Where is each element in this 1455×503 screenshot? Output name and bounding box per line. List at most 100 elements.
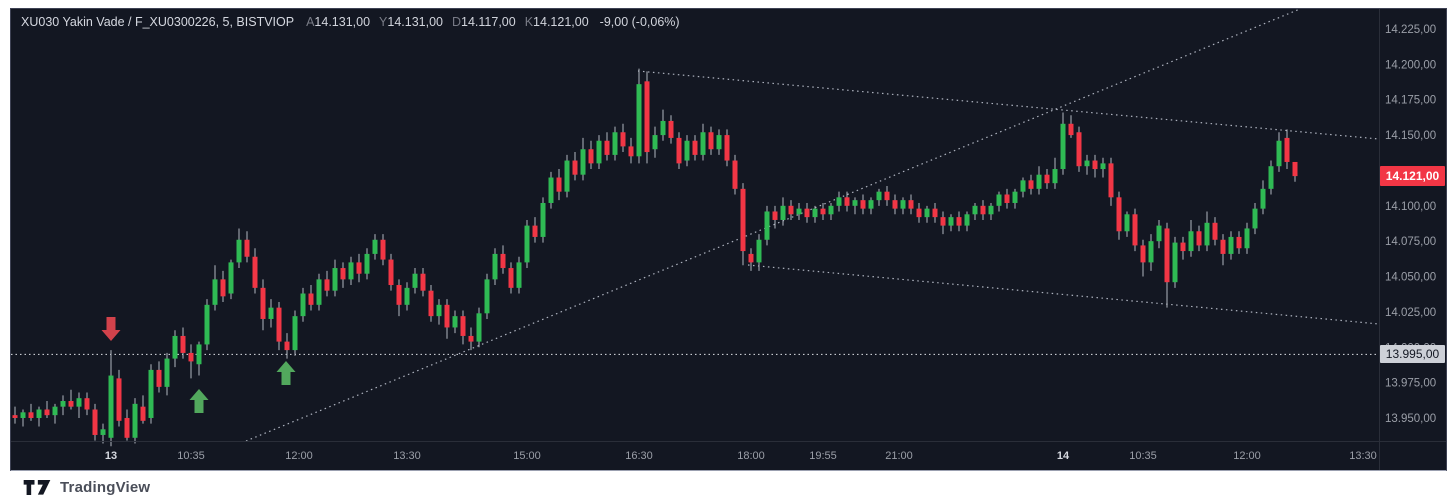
- time-axis-label[interactable]: 10:35: [1129, 450, 1157, 462]
- buy-signal-arrow[interactable]: [276, 361, 296, 385]
- candle-body[interactable]: [660, 120, 666, 136]
- candle-body[interactable]: [76, 398, 82, 407]
- candle-body[interactable]: [700, 132, 706, 155]
- candle-body[interactable]: [348, 262, 354, 280]
- candle-body[interactable]: [1060, 123, 1066, 170]
- candle-body[interactable]: [1212, 222, 1218, 240]
- rising-support[interactable]: [245, 9, 1301, 442]
- price-axis-label[interactable]: 14.050,00: [1385, 272, 1436, 284]
- time-axis-label[interactable]: 21:00: [885, 450, 913, 462]
- price-axis-label[interactable]: 14.100,00: [1385, 201, 1436, 213]
- candle-body[interactable]: [1052, 169, 1058, 184]
- candle-body[interactable]: [116, 378, 122, 421]
- candle-body[interactable]: [220, 279, 226, 297]
- candle-body[interactable]: [1268, 166, 1274, 189]
- candle-body[interactable]: [188, 352, 194, 362]
- candle-body[interactable]: [300, 293, 306, 317]
- candle-body[interactable]: [156, 369, 162, 387]
- candle-body[interactable]: [228, 262, 234, 294]
- candle-body[interactable]: [1164, 228, 1170, 283]
- candle-body[interactable]: [596, 140, 602, 164]
- candle-body[interactable]: [836, 197, 842, 206]
- lower-resistance[interactable]: [747, 264, 1380, 325]
- candle-body[interactable]: [1260, 188, 1266, 209]
- candle-body[interactable]: [460, 316, 466, 336]
- candle-body[interactable]: [580, 149, 586, 175]
- candle-body[interactable]: [636, 84, 642, 157]
- candle-body[interactable]: [1004, 194, 1010, 203]
- candle-body[interactable]: [516, 262, 522, 288]
- candle-body[interactable]: [676, 137, 682, 164]
- candle-body[interactable]: [108, 375, 114, 438]
- candle-body[interactable]: [1196, 231, 1202, 246]
- candle-body[interactable]: [820, 208, 826, 215]
- candle-body[interactable]: [1252, 208, 1258, 229]
- candle-body[interactable]: [28, 412, 34, 418]
- candle-body[interactable]: [1180, 242, 1186, 252]
- candle-body[interactable]: [388, 259, 394, 286]
- upper-resistance[interactable]: [637, 70, 1380, 140]
- candle-body[interactable]: [588, 149, 594, 164]
- candle-body[interactable]: [356, 262, 362, 274]
- time-axis-label[interactable]: 15:00: [513, 450, 541, 462]
- candle-body[interactable]: [932, 208, 938, 218]
- candle-body[interactable]: [788, 205, 794, 215]
- time-axis-label[interactable]: 12:00: [285, 450, 313, 462]
- candle-body[interactable]: [828, 205, 834, 215]
- candle-body[interactable]: [1156, 225, 1162, 242]
- candle-body[interactable]: [924, 208, 930, 218]
- candle-body[interactable]: [572, 160, 578, 175]
- tradingview-logo-icon[interactable]: [22, 478, 52, 497]
- candle-body[interactable]: [812, 208, 818, 218]
- candle-body[interactable]: [748, 253, 754, 263]
- candle-body[interactable]: [100, 429, 106, 435]
- candle-body[interactable]: [540, 202, 546, 237]
- candle-body[interactable]: [68, 401, 74, 407]
- candle-body[interactable]: [476, 313, 482, 342]
- buy-signal-arrow[interactable]: [189, 389, 209, 413]
- candle-body[interactable]: [852, 200, 858, 206]
- candle-body[interactable]: [1028, 180, 1034, 189]
- candle-body[interactable]: [1076, 132, 1082, 167]
- price-axis-label[interactable]: 14.150,00: [1385, 130, 1436, 142]
- candle-body[interactable]: [1292, 161, 1298, 177]
- candle-body[interactable]: [84, 398, 90, 410]
- candle-body[interactable]: [1108, 163, 1114, 198]
- candle-body[interactable]: [444, 304, 450, 328]
- candle-body[interactable]: [604, 140, 610, 155]
- candle-body[interactable]: [684, 140, 690, 161]
- candle-body[interactable]: [668, 120, 674, 138]
- candle-body[interactable]: [492, 253, 498, 280]
- candle-body[interactable]: [1172, 242, 1178, 283]
- candle-body[interactable]: [1036, 174, 1042, 189]
- candle-body[interactable]: [412, 273, 418, 288]
- candle-body[interactable]: [988, 205, 994, 215]
- candle-body[interactable]: [804, 208, 810, 218]
- candle-body[interactable]: [132, 403, 138, 438]
- candle-body[interactable]: [1116, 197, 1122, 232]
- candle-body[interactable]: [44, 409, 50, 416]
- candle-body[interactable]: [564, 160, 570, 192]
- candle-body[interactable]: [996, 194, 1002, 206]
- candle-body[interactable]: [732, 160, 738, 189]
- candle-body[interactable]: [508, 268, 514, 288]
- candle-body[interactable]: [764, 211, 770, 240]
- price-axis-label[interactable]: 14.225,00: [1385, 24, 1436, 36]
- candle-body[interactable]: [1124, 214, 1130, 232]
- candle-body[interactable]: [468, 335, 474, 342]
- time-axis-label[interactable]: 19:55: [809, 450, 837, 462]
- candle-body[interactable]: [1068, 123, 1074, 136]
- candlestick-canvas[interactable]: 14.225,00 14.200,00 14.175,00 14.150,00 14.1…: [11, 9, 1446, 470]
- candle-body[interactable]: [124, 417, 130, 438]
- candle-body[interactable]: [556, 177, 562, 192]
- price-axis-label[interactable]: 14.175,00: [1385, 95, 1436, 107]
- price-axis-label[interactable]: 14.075,00: [1385, 236, 1436, 248]
- time-axis-label[interactable]: 16:30: [625, 450, 653, 462]
- candle-body[interactable]: [716, 135, 722, 150]
- candle-body[interactable]: [972, 205, 978, 215]
- candle-body[interactable]: [308, 293, 314, 305]
- candle-body[interactable]: [756, 239, 762, 263]
- candle-body[interactable]: [644, 81, 650, 153]
- time-axis-label[interactable]: 18:00: [737, 450, 765, 462]
- candle-body[interactable]: [900, 200, 906, 209]
